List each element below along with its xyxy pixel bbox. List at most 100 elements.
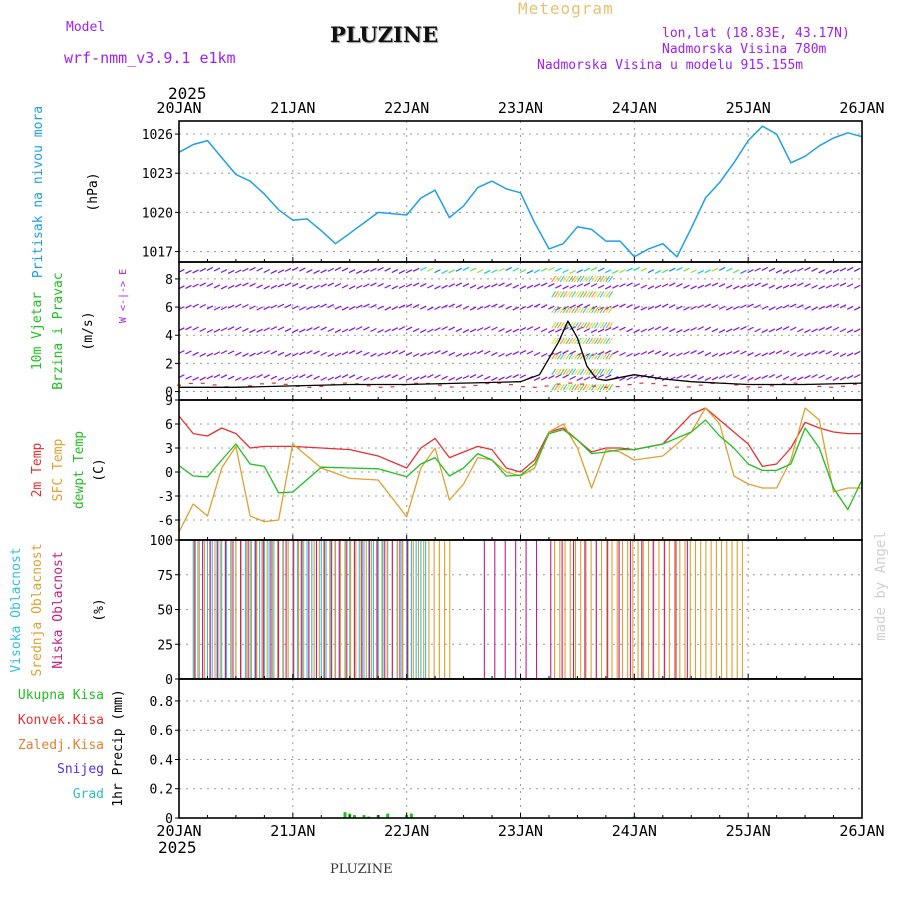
wind-barb — [213, 351, 221, 356]
wind-barb — [341, 351, 349, 356]
wind-barb — [599, 322, 605, 329]
x-tick-label-top: 25JAN — [726, 99, 771, 117]
wind-barb — [484, 350, 491, 355]
wind-barb — [391, 327, 399, 332]
wind-barb — [608, 322, 614, 329]
wind-barb — [554, 353, 559, 360]
wind-barb — [270, 269, 278, 274]
wind-barb — [412, 327, 420, 333]
wind-barb — [568, 306, 574, 314]
cloud-panel-frame — [178, 539, 863, 680]
wind-barb — [469, 328, 477, 333]
wind-barb-row — [178, 350, 861, 358]
wind-barb — [348, 306, 356, 311]
wind-barb — [391, 285, 399, 290]
wind-barb — [320, 376, 327, 381]
wind-barb — [348, 285, 356, 290]
wind-barb — [690, 305, 697, 310]
wind-barb — [608, 384, 614, 391]
wind-barb — [683, 373, 690, 379]
wind-barb — [576, 291, 582, 298]
wind-barb — [505, 266, 512, 271]
wind-barb — [491, 283, 498, 288]
wind-barb — [747, 352, 754, 357]
wind-barb — [725, 373, 733, 379]
wind-barb — [669, 304, 676, 309]
wind-barb — [256, 374, 263, 379]
wind-barb — [412, 352, 420, 358]
wind-barb — [455, 282, 463, 287]
wind-barb — [192, 351, 199, 356]
wind-barb — [455, 267, 463, 272]
wind-barb — [355, 375, 363, 380]
year-top: 2025 — [168, 84, 207, 103]
wind-barb — [398, 304, 406, 309]
wind-barb — [853, 350, 861, 355]
wind-barb — [811, 284, 818, 289]
wind-barb — [574, 368, 579, 376]
wind-barb — [235, 303, 242, 308]
wind-barb — [626, 328, 633, 333]
wind-barb — [593, 368, 599, 376]
wind-barb — [718, 329, 726, 334]
wind-barb — [559, 306, 565, 314]
wind-barb — [647, 285, 655, 290]
wind-barb — [533, 376, 541, 381]
wind-barb — [626, 282, 633, 287]
wind-barb — [548, 283, 555, 288]
wind-barb — [565, 275, 571, 283]
x-tick-label-top: 24JAN — [612, 99, 657, 117]
wind-barb — [434, 374, 441, 379]
wind-barb — [320, 326, 327, 331]
wind-barb — [754, 328, 761, 333]
wind-barb — [568, 384, 574, 391]
wind-barb — [320, 351, 327, 356]
wind-barb — [669, 282, 676, 287]
wind-barb — [498, 282, 505, 287]
wind-barb — [576, 269, 584, 274]
wind-barb — [797, 352, 804, 358]
wind-barb-row — [178, 373, 861, 381]
wind-barb — [391, 374, 399, 379]
wind-barb — [599, 337, 605, 345]
wind-barb — [235, 269, 242, 274]
wind-barb — [556, 322, 562, 329]
wind-barb — [363, 351, 370, 356]
wind-barb — [590, 375, 598, 380]
wind-barb — [718, 352, 726, 357]
wind-barb — [846, 266, 854, 271]
wind-barb — [455, 376, 463, 381]
wind-barb — [597, 351, 605, 356]
precip-legend-4: Snijeg — [57, 762, 104, 777]
wind-barb — [519, 269, 527, 274]
model-label: Model — [66, 20, 106, 35]
wind-barb — [363, 326, 370, 331]
wind-barb — [419, 282, 427, 288]
wind-barb — [585, 353, 591, 360]
wind-barb — [334, 375, 342, 380]
wind-barb — [647, 269, 655, 274]
wind-barb — [588, 353, 594, 360]
wind-barb — [540, 328, 548, 333]
wind-barb — [377, 266, 384, 271]
wind-barb — [526, 350, 534, 355]
wind-barb — [491, 326, 498, 331]
wind-barb — [427, 267, 434, 272]
wind-barb — [384, 374, 391, 379]
wind-barb — [579, 384, 585, 391]
wind-barb — [220, 268, 228, 274]
wind-barb — [846, 305, 854, 310]
y-tick-label: 0.6 — [150, 724, 173, 739]
wind-barb — [747, 303, 754, 308]
wind-barb — [619, 326, 626, 331]
wind-barb — [519, 327, 527, 332]
wind-barb — [559, 368, 565, 376]
wind-barb — [469, 306, 477, 311]
wind-barb — [526, 326, 534, 331]
wind-barb — [574, 322, 579, 329]
y-tick-label: 9 — [165, 394, 173, 409]
wind-barb — [484, 269, 491, 274]
wind-barb — [199, 282, 206, 287]
wind-barb — [512, 267, 520, 272]
